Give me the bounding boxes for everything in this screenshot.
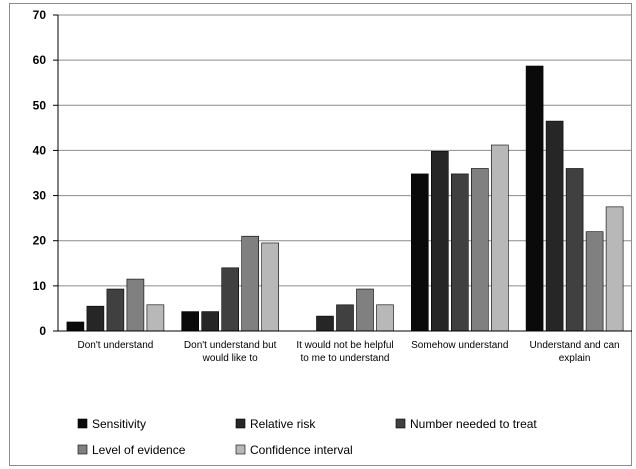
bar (410, 173, 429, 332)
bar (525, 65, 544, 332)
x-category-label: Somehow understand (411, 340, 508, 351)
x-category-label: to me to understand (301, 353, 390, 364)
x-category-label: would like to (202, 353, 258, 364)
bar (181, 311, 199, 332)
bar (450, 173, 469, 332)
legend-swatch (235, 444, 246, 455)
bar (261, 242, 280, 332)
x-category-label: Don't understand but (184, 340, 277, 351)
y-tick-labels: 0 10 20 30 40 50 60 70 (33, 8, 47, 338)
bar (605, 206, 624, 332)
y-tick-label: 10 (33, 279, 47, 293)
legend-swatch (235, 418, 246, 429)
bar (66, 321, 85, 332)
legend-label: Sensitivity (92, 417, 146, 431)
bar (585, 231, 604, 332)
bar (241, 235, 259, 332)
y-tick-label: 20 (33, 234, 47, 248)
x-category-labels: Don't understand Don't understand but woul… (77, 340, 619, 364)
legend-label: Relative risk (250, 417, 316, 431)
bar (490, 144, 509, 332)
legend-swatch (77, 418, 88, 429)
bars (66, 65, 624, 332)
bar (356, 288, 374, 332)
legend: Sensitivity Relative risk Number needed to… (77, 417, 537, 457)
x-category-label: explain (559, 353, 591, 364)
y-tick-label: 60 (33, 53, 47, 67)
x-category-label: Understand and can (530, 340, 620, 351)
y-tick-label: 50 (33, 98, 47, 112)
bar (86, 305, 105, 332)
y-tick-label: 30 (33, 189, 47, 203)
x-category-label: It would not be helpful (296, 340, 393, 351)
axes (53, 14, 632, 332)
legend-swatch (77, 444, 88, 455)
legend-label: Confidence interval (250, 443, 353, 457)
bar (106, 288, 125, 332)
bar (565, 168, 584, 332)
y-tick-label: 0 (39, 324, 46, 338)
x-category-label: Don't understand (77, 340, 153, 351)
bar (126, 278, 145, 332)
bar (146, 304, 165, 332)
bar (336, 304, 354, 332)
y-tick-label: 40 (33, 143, 47, 157)
legend-swatch (395, 418, 406, 429)
bar (201, 311, 219, 332)
bar (470, 168, 489, 332)
legend-label: Level of evidence (92, 443, 186, 457)
y-tick-label: 70 (33, 8, 47, 22)
bar (221, 267, 239, 332)
legend-label: Number needed to treat (410, 417, 537, 431)
bar (430, 151, 449, 332)
bar (316, 315, 334, 332)
bar (545, 120, 564, 332)
bar (376, 304, 394, 332)
